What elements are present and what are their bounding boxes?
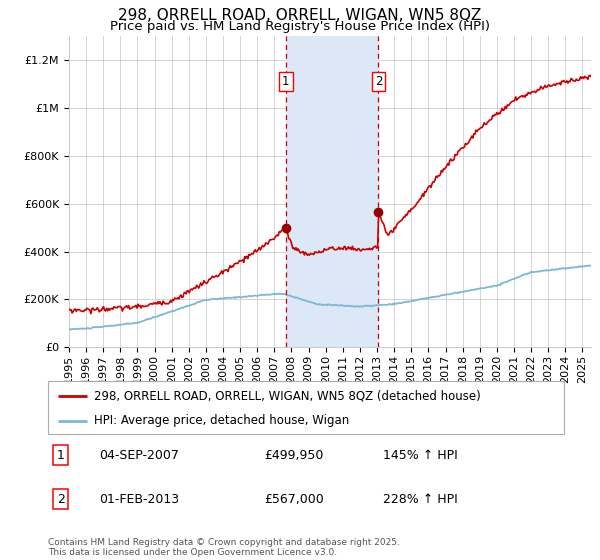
Text: 2: 2: [57, 493, 65, 506]
Text: 228% ↑ HPI: 228% ↑ HPI: [383, 493, 458, 506]
Text: 1: 1: [57, 449, 65, 462]
Text: 2: 2: [374, 75, 382, 88]
Text: 298, ORRELL ROAD, ORRELL, WIGAN, WN5 8QZ: 298, ORRELL ROAD, ORRELL, WIGAN, WN5 8QZ: [118, 8, 482, 24]
Text: £567,000: £567,000: [265, 493, 325, 506]
Text: 01-FEB-2013: 01-FEB-2013: [100, 493, 180, 506]
Text: Price paid vs. HM Land Registry's House Price Index (HPI): Price paid vs. HM Land Registry's House …: [110, 20, 490, 32]
Text: 298, ORRELL ROAD, ORRELL, WIGAN, WN5 8QZ (detached house): 298, ORRELL ROAD, ORRELL, WIGAN, WN5 8QZ…: [94, 389, 481, 402]
Text: 145% ↑ HPI: 145% ↑ HPI: [383, 449, 458, 462]
Text: 1: 1: [282, 75, 290, 88]
Text: 04-SEP-2007: 04-SEP-2007: [100, 449, 179, 462]
Text: Contains HM Land Registry data © Crown copyright and database right 2025.
This d: Contains HM Land Registry data © Crown c…: [48, 538, 400, 557]
Text: £499,950: £499,950: [265, 449, 324, 462]
Text: HPI: Average price, detached house, Wigan: HPI: Average price, detached house, Wiga…: [94, 414, 350, 427]
Bar: [286, 36, 379, 347]
